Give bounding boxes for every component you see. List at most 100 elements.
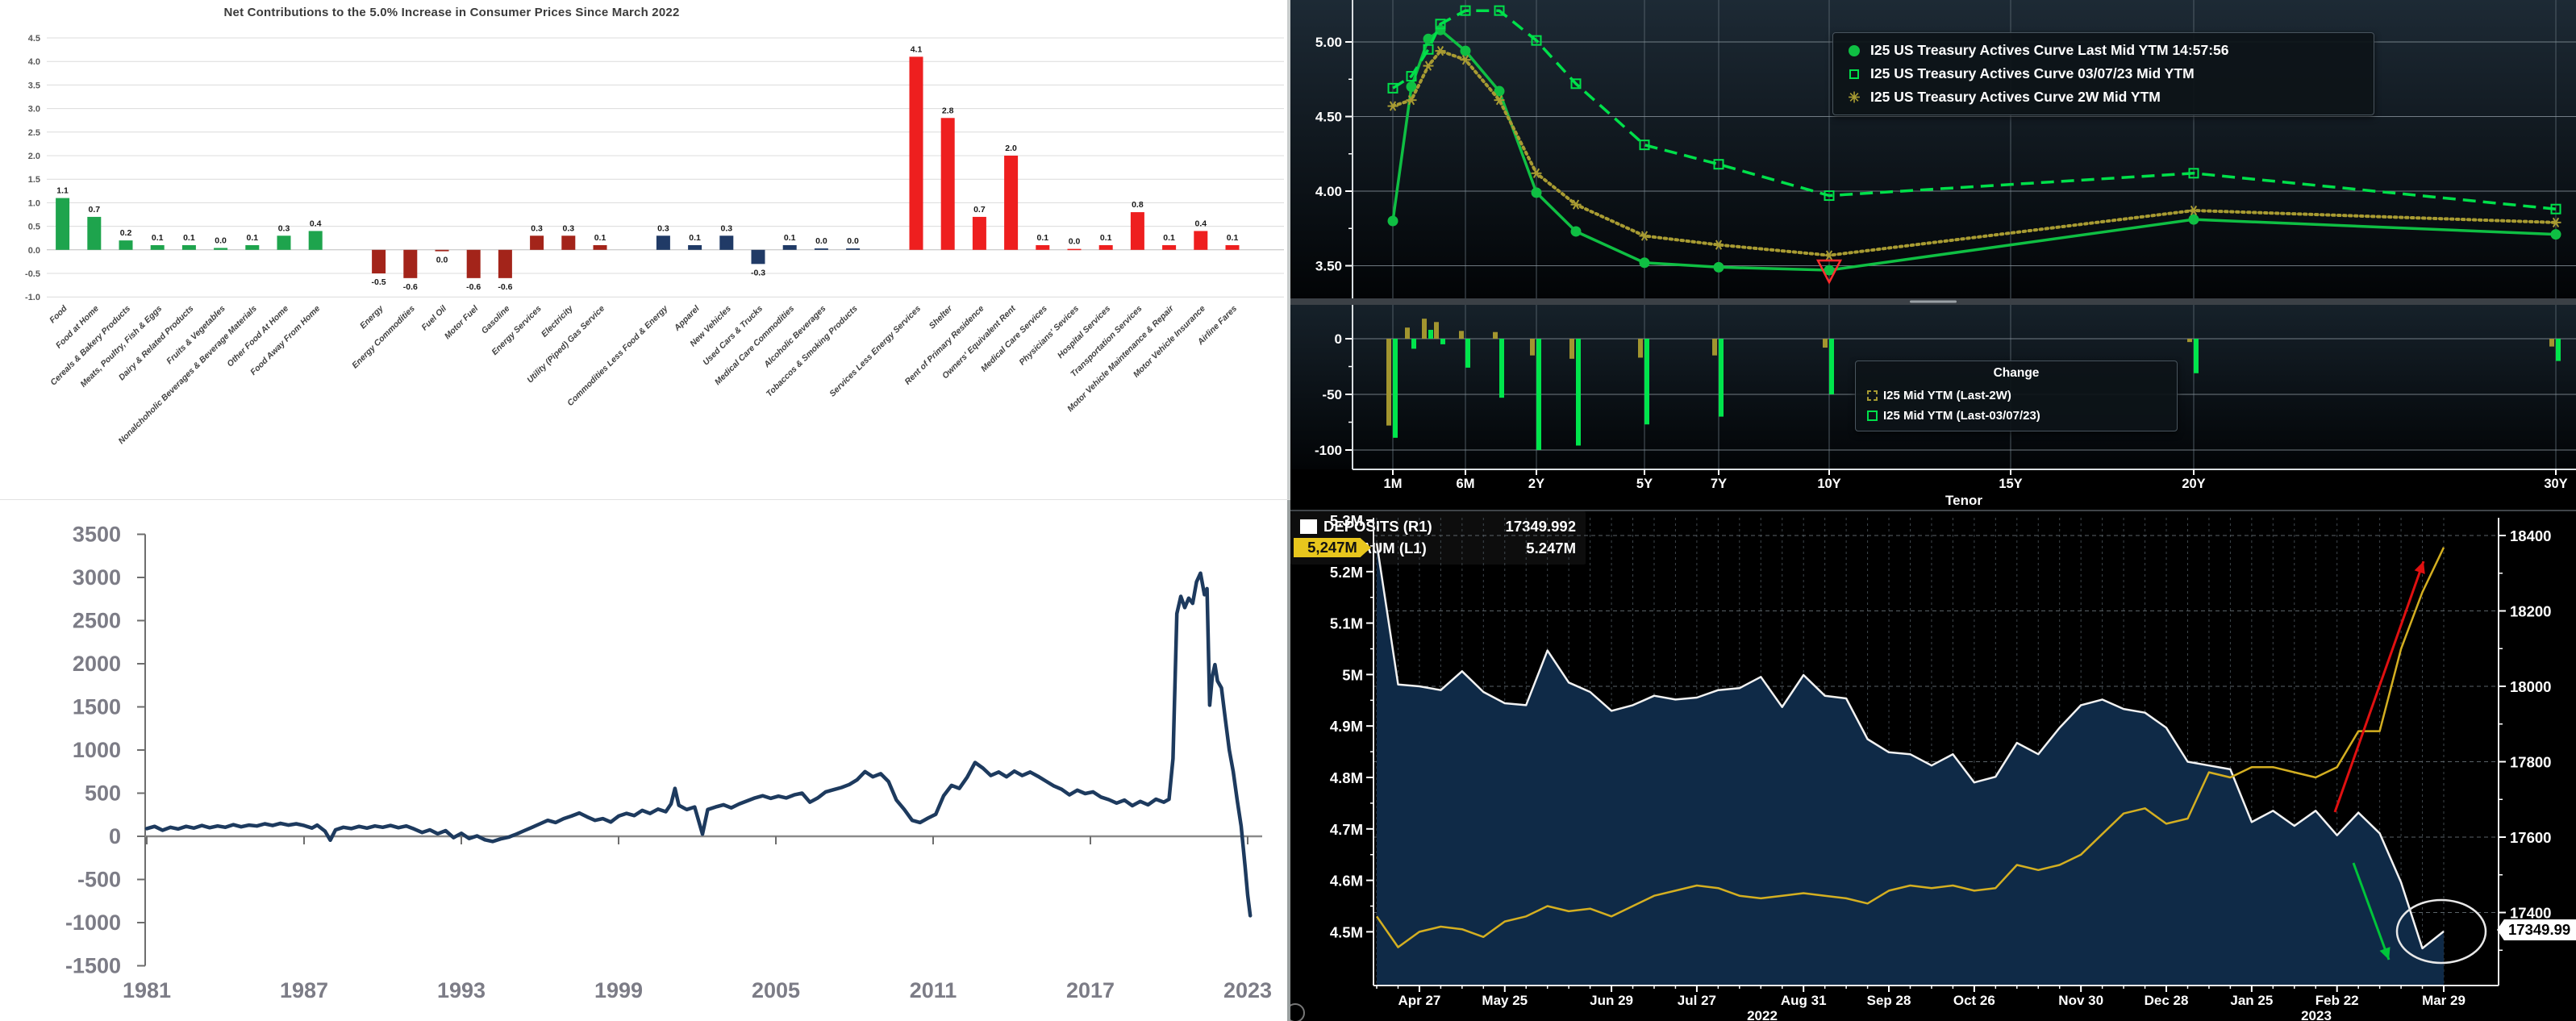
legend-item-change-2w[interactable]: I25 Mid YTM (Last-2W)	[1865, 385, 2167, 406]
category-label: Food	[48, 303, 69, 325]
bar	[751, 249, 765, 265]
point-marker	[1495, 95, 1503, 106]
point-marker	[2188, 214, 2199, 225]
mmf-last-value-tag[interactable]: 5,247M	[1294, 538, 1371, 557]
x-axis-label: Jul 27	[1678, 993, 1716, 1008]
point-marker	[1460, 5, 1471, 16]
change-bar-0307	[1465, 339, 1470, 368]
x-axis-label: Oct 26	[1953, 993, 1995, 1008]
legend-item-deposits[interactable]: DEPOSITS (R1) 17349.992	[1300, 515, 1576, 537]
left-axis-label: 4.5M	[1330, 923, 1363, 940]
bar	[814, 248, 828, 250]
change-bar-0307	[1576, 339, 1581, 446]
right-axis-label: 17600	[2510, 829, 2551, 846]
bar	[245, 244, 260, 250]
y-axis-label: 3.5	[28, 81, 40, 90]
legend-item-last[interactable]: I25 US Treasury Actives Curve Last Mid Y…	[1844, 39, 2362, 62]
curve-legend: I25 US Treasury Actives Curve Last Mid Y…	[1832, 32, 2374, 115]
point-marker	[1389, 101, 1397, 111]
green-arrow	[2352, 862, 2391, 961]
bar-value-label: 0.1	[689, 233, 701, 243]
deposits-vs-mmf-chart: 5.3M 5.2M 5.1M 5M 4.9M 4.8M 4.7M 4.6M 4.5M 18400 1…	[1290, 510, 2576, 1021]
legend-label: I25 Mid YTM (Last-03/07/23)	[1883, 409, 2040, 423]
legend-item-0307[interactable]: I25 US Treasury Actives Curve 03/07/23 M…	[1844, 62, 2362, 85]
bar-value-label: 0.4	[310, 219, 322, 228]
category-label: Energy	[358, 303, 386, 331]
category-label: Hospital Services	[1056, 304, 1113, 361]
change-bar-2w	[1530, 339, 1535, 356]
bar-value-label: 0.7	[88, 205, 100, 215]
cpi-bar-chart-canvas: 4.5 4.0 3.5 3.0 2.5 2.0 1.5 1.0 0.5 0.0 -0.5 -1.0 1.…	[25, 34, 1284, 446]
point-marker	[1570, 226, 1582, 237]
change-bar-2w	[1459, 331, 1464, 339]
bar-value-label: -0.5	[372, 277, 386, 287]
change-bar-0307	[1440, 339, 1445, 344]
left-axis-label: 5.1M	[1330, 615, 1363, 632]
bar-value-label: 0.0	[1069, 237, 1081, 247]
change-bar-0307	[1644, 339, 1649, 425]
x-axis-label: 20Y	[2182, 477, 2205, 491]
change-bar-2w	[1493, 331, 1498, 339]
point-marker	[1640, 231, 1649, 241]
change-legend: Change I25 Mid YTM (Last-2W) I25 Mid YTM…	[1855, 360, 2178, 431]
deposits-mmf-canvas: 5.3M 5.2M 5.1M 5M 4.9M 4.8M 4.7M 4.6M 4.5M 18400 1…	[1290, 512, 2551, 1021]
bar-value-label: 0.7	[973, 205, 986, 215]
point-marker	[1387, 82, 1398, 94]
point-marker	[1824, 190, 1835, 202]
mmf-aum-line	[1375, 547, 2445, 948]
change-bar-2w	[2187, 339, 2192, 343]
change-bar-0307	[1411, 339, 1416, 349]
bar-value-label: 4.1	[911, 44, 923, 54]
bar-value-label: 0.0	[436, 256, 448, 265]
x-axis-label: Jan 25	[2230, 993, 2273, 1008]
bar-value-label: 0.1	[784, 233, 796, 243]
y-axis-label: 500	[85, 781, 121, 806]
category-label: Shelter	[927, 303, 955, 331]
x-axis-label: Nov 30	[2058, 993, 2103, 1008]
bar	[372, 249, 386, 273]
change-bar-2w	[2549, 339, 2554, 347]
left-axis-label: 5.2M	[1330, 564, 1363, 581]
bar	[214, 248, 228, 250]
left-axis-label: 5.3M	[1330, 512, 1363, 529]
treasury-curve-chart: 5.00 4.50 4.00 3.50 0 -50 -100 1M 6M 2Y 5Y 7Y 10Y 15Y…	[1290, 0, 2576, 510]
y-axis-label: 1000	[73, 738, 121, 762]
circle-marker-icon	[1844, 44, 1864, 56]
category-label: Physicians' Sevices	[1017, 304, 1081, 368]
bar-value-label: 0.3	[720, 223, 732, 233]
x-axis-label: 1999	[594, 978, 643, 1002]
y-axis-label: 1.0	[28, 198, 40, 208]
change-bar-2w	[1386, 339, 1391, 426]
legend-item-2w[interactable]: ✳ I25 US Treasury Actives Curve 2W Mid Y…	[1844, 85, 2362, 109]
legend-value: 5.247M	[1526, 539, 1576, 556]
category-label: Other Food At Home	[225, 304, 290, 369]
legend-label: I25 US Treasury Actives Curve 2W Mid YTM	[1870, 89, 2161, 105]
divider-handle[interactable]	[1910, 300, 1957, 303]
square-marker-icon	[1844, 69, 1864, 79]
category-label: Fruits & Vegetables	[165, 304, 227, 367]
y-axis-label: 4.0	[28, 57, 40, 67]
bar	[1098, 244, 1113, 250]
legend-label: DEPOSITS (R1)	[1323, 517, 1432, 535]
right-axis-label: 18400	[2510, 527, 2551, 544]
bar-value-label: 1.1	[56, 186, 69, 196]
right-axis-label: 17800	[2510, 754, 2551, 771]
arrowhead-icon	[2379, 947, 2391, 960]
bar	[561, 235, 576, 250]
change-bar-0307	[2556, 339, 2561, 361]
bar	[530, 235, 544, 250]
deposits-last-value-tag[interactable]: 17349.99	[2497, 919, 2576, 940]
point-marker	[1639, 140, 1650, 151]
change-bar-2w	[1405, 327, 1410, 339]
bar-value-label: 0.1	[1227, 233, 1239, 243]
change-bar-2w	[1712, 339, 1717, 356]
y-axis-label: -100	[1315, 443, 1342, 458]
y-axis-label: 1500	[73, 695, 121, 719]
bar	[466, 249, 481, 278]
point-marker	[1713, 159, 1724, 170]
point-marker	[2190, 205, 2198, 216]
bar	[782, 244, 797, 250]
point-marker	[1406, 71, 1417, 82]
legend-item-change-0307[interactable]: I25 Mid YTM (Last-03/07/23)	[1865, 406, 2167, 426]
y-axis-label: 4.5	[28, 34, 40, 44]
